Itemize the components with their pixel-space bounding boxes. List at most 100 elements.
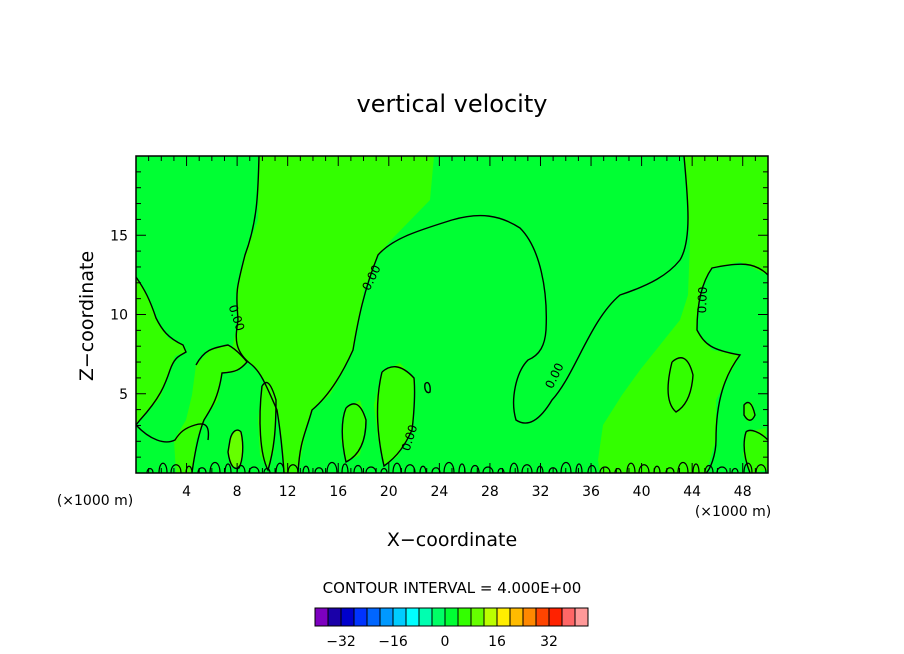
zero-contour-line-4 [696,263,769,474]
colorbar-box-1 [314,607,329,627]
colorbar-box-18 [535,607,550,627]
positive-region-7 [341,400,366,462]
zero-contour-line-10 [743,401,756,421]
x-unit-label-right: (×1000 m) [695,504,771,520]
small-contour-3 [170,464,182,474]
small-contour-13 [302,465,310,474]
small-contour-46 [731,467,739,474]
contour-field [136,156,768,473]
small-contour-27 [482,466,494,474]
x-axis-ticks: 4 8 12 16 20 24 28 32 36 40 44 48 [148,156,756,500]
small-contour-22 [419,465,427,474]
colorbar-tick-label: 16 [488,634,506,650]
x-tick-label-40: 40 [633,484,651,500]
zero-contour-line-9 [259,381,277,472]
small-contour-41 [665,467,675,474]
positive-region-1 [136,277,186,425]
colorbar-box-5 [366,607,381,627]
small-contour-24 [443,461,455,474]
colorbar-tick-label: 0 [441,634,450,650]
small-contour-21 [404,464,416,474]
colorbar-box-9 [418,607,433,627]
small-contour-38 [626,462,636,474]
small-contour-47 [743,462,753,474]
colorbar-box-17 [522,607,537,627]
small-contour-43 [692,463,700,474]
zero-contour-line-6 [376,366,416,468]
positive-region-10 [743,428,768,473]
x-unit-label-left: (×1000 m) [57,493,133,509]
positive-region-3 [598,156,768,473]
small-contour-26 [470,464,480,474]
x-tick-label-20: 20 [380,484,398,500]
colorbar-box-8 [405,607,420,627]
zero-contour-line-11 [743,429,769,474]
x-tick-label-12: 12 [279,484,297,500]
small-contour-12 [287,464,299,474]
colorbar-box-3 [340,607,355,627]
colorbar-tick-label: 32 [540,634,558,650]
y-tick-label-15: 15 [110,228,128,244]
x-tick-label-36: 36 [582,484,600,500]
colorbar [314,607,589,627]
colorbar-tick-label: −32 [326,634,356,650]
small-contour-19 [380,467,388,474]
small-contour-6 [209,461,221,474]
small-contour-10 [263,467,271,474]
x-axis-label: X−coordinate [387,529,517,551]
x-tick-label-8: 8 [233,484,242,500]
colorbar-box-10 [431,607,446,627]
y-tick-label-5: 5 [119,387,128,403]
y-axis-label: Z−coordinate [76,251,98,381]
small-contour-7 [224,463,232,474]
zero-contour-line-3 [297,155,689,474]
x-tick-label-32: 32 [532,484,550,500]
small-contour-2 [158,462,168,474]
colorbar-box-2 [327,607,342,627]
contour-label-5: 0.00 [695,286,710,313]
colorbar-box-20 [561,607,576,627]
small-contour-5 [197,467,207,474]
colorbar-box-6 [379,607,394,627]
strong-positive-region [228,430,243,468]
small-contour-37 [614,467,622,474]
small-contour-14 [314,467,324,474]
colorbar-tick-labels: −32 −16 0 16 32 [326,634,558,650]
colorbar-box-4 [353,607,368,627]
small-contour-11 [275,462,285,474]
small-contour-32 [548,467,558,474]
colorbar-box-13 [470,607,485,627]
small-contour-34 [575,463,583,474]
chart-title: vertical velocity [357,90,548,118]
zero-contour-line-5 [191,344,248,474]
small-contour-15 [326,461,338,474]
small-contour-35 [587,464,597,474]
x-tick-label-4: 4 [182,484,191,500]
y-axis-ticks: 5 10 15 [110,171,768,458]
colorbar-box-16 [509,607,524,627]
zero-contour-line-2 [235,155,285,474]
x-tick-label-28: 28 [481,484,499,500]
zero-contour-line-12 [227,429,244,470]
small-contour-39 [638,464,650,474]
x-tick-label-44: 44 [683,484,701,500]
small-contour-20 [392,462,402,474]
colorbar-box-11 [444,607,459,627]
colorbar-box-19 [548,607,563,627]
small-contour-42 [677,461,689,474]
x-tick-label-24: 24 [430,484,448,500]
colorbar-box-14 [483,607,498,627]
small-contour-16 [341,463,349,474]
positive-region-5 [374,363,414,466]
small-contour-29 [509,462,519,474]
zero-contour-line-1 [135,276,187,426]
small-contour-36 [599,466,611,474]
zero-contour-line-7 [667,357,694,413]
positive-region-6 [668,355,693,412]
small-contour-1 [146,467,154,474]
colorbar-box-12 [457,607,472,627]
contour-lines [135,155,769,474]
x-tick-label-16: 16 [329,484,347,500]
colorbar-tick-label: −16 [378,634,408,650]
